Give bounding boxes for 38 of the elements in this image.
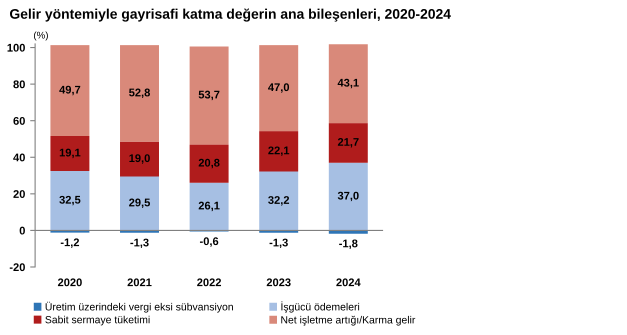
data-label: 22,1 bbox=[268, 146, 290, 156]
y-axis-title: (%) bbox=[34, 31, 48, 41]
data-label: 52,8 bbox=[129, 88, 150, 98]
data-label: -0,6 bbox=[200, 237, 218, 247]
data-label: 32,2 bbox=[268, 196, 290, 206]
data-label: -1,8 bbox=[339, 239, 358, 249]
legend-label: Net işletme artığı/Karma gelir bbox=[281, 316, 416, 326]
x-tick-label: 2024 bbox=[336, 278, 361, 286]
x-tick-label: 2021 bbox=[128, 278, 152, 286]
legend-label: İşgücü ödemeleri bbox=[281, 301, 360, 313]
data-label: -1,3 bbox=[270, 238, 288, 248]
y-tick-label: -20 bbox=[10, 263, 25, 272]
y-tick-label: 60 bbox=[13, 116, 25, 125]
y-tick-label: 20 bbox=[13, 190, 25, 198]
data-label: 19,0 bbox=[129, 154, 150, 164]
data-label: 21,7 bbox=[338, 138, 359, 148]
data-label: 19,1 bbox=[60, 148, 80, 158]
data-label: 43,1 bbox=[338, 78, 359, 88]
legend-label: Sabit sermaye tüketimi bbox=[45, 316, 150, 326]
x-tick-label: 2022 bbox=[197, 278, 222, 286]
data-label: 29,5 bbox=[129, 198, 150, 208]
y-tick-label: 80 bbox=[13, 80, 25, 88]
y-tick-label: 100 bbox=[8, 44, 25, 52]
data-label: 53,7 bbox=[198, 90, 220, 100]
data-label: 47,0 bbox=[268, 83, 290, 93]
data-label: 26,1 bbox=[198, 202, 220, 212]
data-label: -1,2 bbox=[60, 238, 80, 248]
data-label: 32,5 bbox=[59, 196, 80, 206]
data-label: 49,7 bbox=[59, 86, 80, 96]
data-label: 37,0 bbox=[338, 192, 359, 202]
y-tick-label: 40 bbox=[13, 154, 25, 162]
data-label: -1,3 bbox=[130, 238, 149, 248]
x-tick-label: 2020 bbox=[58, 278, 82, 286]
y-tick-label: 0 bbox=[20, 226, 25, 235]
chart-title: Gelir yöntemiyle gayrisafi katma değerin ana bileşenleri, 2020-2024 bbox=[10, 8, 451, 22]
data-label: 20,8 bbox=[198, 158, 220, 168]
x-tick-label: 2023 bbox=[266, 278, 291, 286]
legend-label: Üretim üzerindeki vergi eksi sübvansiyon bbox=[46, 302, 233, 313]
